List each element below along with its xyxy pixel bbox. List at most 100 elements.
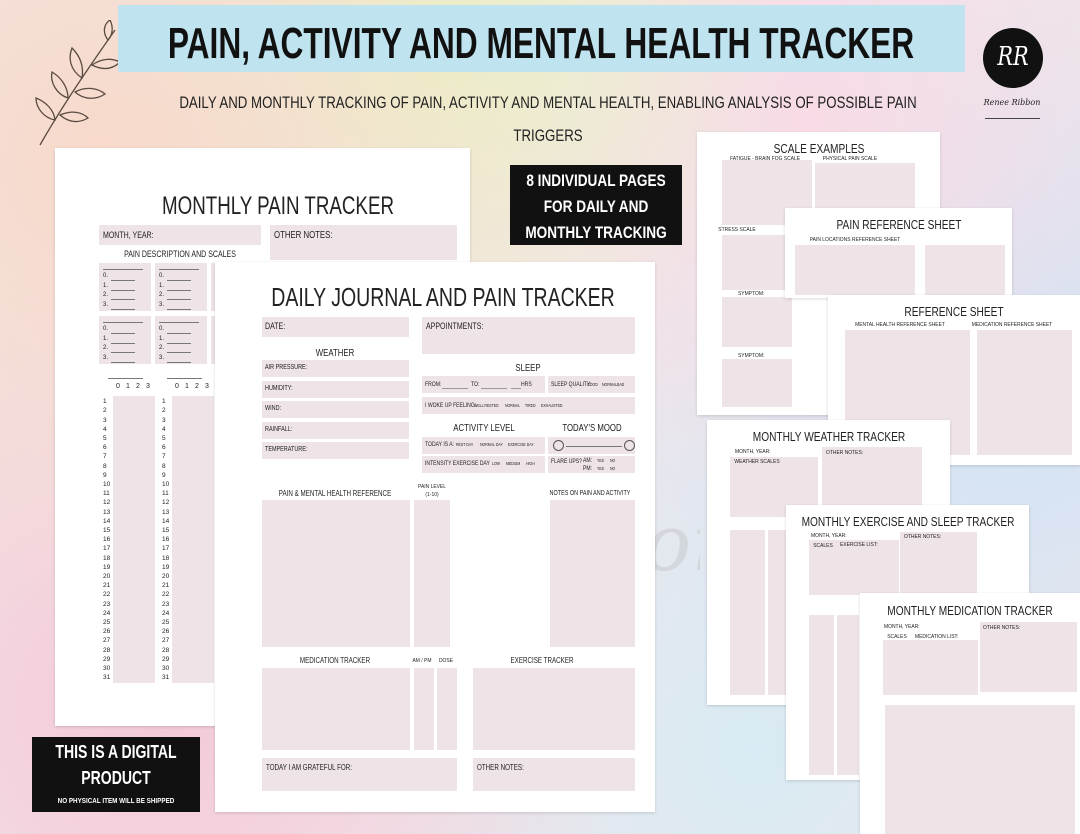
rule-line (108, 378, 143, 379)
label: AIR PRESSURE: (265, 364, 308, 372)
label: 3 (162, 416, 166, 424)
rule-line (167, 280, 191, 281)
label: OTHER NOTES: (274, 230, 333, 241)
label: 27 (162, 637, 170, 645)
rule-line (103, 269, 143, 270)
label: APPOINTMENTS: (426, 320, 484, 331)
subtitle: TRIGGERS (513, 125, 583, 145)
field-box (795, 245, 915, 295)
label: REST DAY (456, 442, 474, 448)
mood-face (553, 440, 564, 451)
field-box (883, 640, 978, 695)
field-box (414, 668, 434, 750)
rule-line (167, 361, 191, 363)
label: 2. (159, 292, 165, 299)
label: RAINFALL: (265, 425, 293, 433)
label: 24 (162, 609, 170, 617)
label: GOOD (587, 382, 598, 388)
label: 12 (103, 499, 111, 507)
field-box (885, 705, 1075, 834)
label: NOTES ON PAIN AND ACTIVITY (549, 489, 631, 497)
badge-box (510, 165, 682, 245)
label: 11 (162, 490, 169, 498)
label: 29 (162, 655, 170, 663)
label: 3. (159, 301, 165, 308)
rule-line (103, 322, 143, 323)
notice-title: THIS IS A DIGITAL (55, 742, 177, 763)
field-box (155, 316, 207, 364)
sheet-label: SYMPTOM: (738, 352, 765, 359)
label: PAIN DESCRIPTION AND SCALES (124, 248, 236, 259)
sheet-label: SYMPTOM: (738, 290, 765, 297)
label: TODAY'S MOOD (562, 423, 622, 434)
label: 19 (162, 563, 170, 571)
field-box (925, 245, 1005, 295)
label: MEDICATION TRACKER (299, 656, 371, 666)
label: NO (610, 466, 616, 472)
label: 17 (162, 545, 170, 553)
label: SLEEP (515, 363, 541, 374)
rule-line (111, 333, 135, 334)
label: DOSE (438, 657, 454, 664)
label: 19 (103, 563, 111, 571)
label: OTHER NOTES: (477, 763, 524, 773)
label: 29 (103, 655, 111, 663)
field-box (809, 615, 834, 775)
rule-line (985, 118, 1040, 119)
label: 16 (162, 536, 170, 544)
label: FLARE UPS? (551, 458, 583, 466)
label: PM: (583, 465, 593, 473)
label: 14 (162, 517, 170, 525)
rule-line (167, 333, 191, 334)
label: 15 (103, 526, 111, 534)
subtitle: DAILY AND MONTHLY TRACKING OF PAIN, ACTI… (179, 92, 917, 112)
label: ACTIVITY LEVEL (453, 423, 515, 434)
label: (1-10) (425, 491, 439, 498)
sheet-label: MONTH, YEAR: (811, 532, 847, 539)
badge-line: FOR DAILY AND (543, 196, 649, 216)
sheet-label: PHYSICAL PAIN SCALE (822, 155, 878, 162)
label: HRS (521, 381, 532, 389)
label: 20 (162, 572, 170, 580)
label: 10 (162, 480, 170, 488)
field-box (548, 456, 635, 473)
label: 13 (103, 508, 111, 516)
label: 2. (103, 345, 109, 352)
label: 26 (162, 628, 170, 636)
rule-line (111, 289, 135, 291)
rule-line (159, 269, 199, 270)
rule-line (511, 388, 521, 389)
mood-face (624, 440, 635, 451)
field-box (550, 500, 635, 647)
label: 5 (103, 434, 107, 442)
label: 3 (205, 382, 209, 390)
notice-box (32, 737, 200, 812)
label: 8 (162, 462, 166, 470)
label: 9 (162, 471, 166, 479)
label: EXHAUSTED (541, 403, 563, 409)
field-box (262, 758, 457, 791)
page-heading: DAILY JOURNAL AND PAIN TRACKER (271, 282, 615, 313)
sheet-label: MONTH, YEAR: (735, 448, 771, 455)
sheet-label: SCALES (887, 633, 907, 640)
label: 30 (103, 664, 111, 672)
day-grid (172, 396, 214, 683)
field-box (548, 437, 635, 454)
sheet-title: MONTHLY WEATHER TRACKER (752, 429, 905, 445)
rule-line (111, 361, 135, 363)
sheet-title: MONTHLY EXERCISE AND SLEEP TRACKER (801, 514, 1014, 530)
field-box (99, 263, 151, 311)
label: YES (597, 458, 605, 464)
label: NORMAL DAY (480, 442, 503, 448)
notice-note: NO PHYSICAL ITEM WILL BE SHIPPED (57, 797, 175, 805)
field-box (270, 225, 457, 260)
label: 24 (103, 609, 111, 617)
label: 2 (103, 407, 107, 415)
label: 21 (162, 582, 170, 590)
label: TODAY I AM GRATEFUL FOR: (266, 763, 352, 773)
title-banner (118, 5, 965, 72)
label: 0. (159, 273, 165, 280)
field-box (262, 317, 409, 337)
label: NO (610, 458, 616, 464)
